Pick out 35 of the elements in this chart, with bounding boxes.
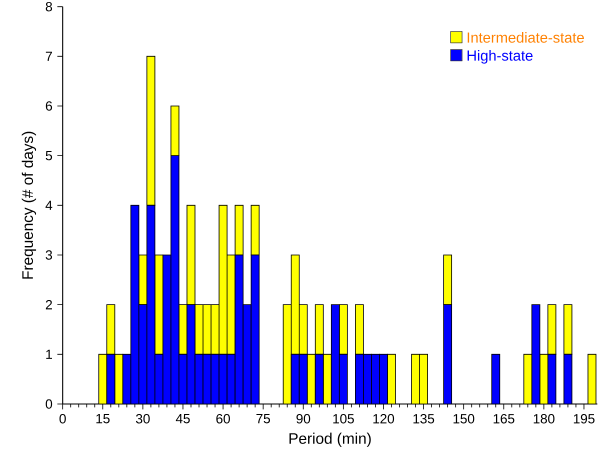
y-tick-label: 3 (46, 250, 52, 260)
bar (114, 354, 124, 404)
y-tick-label: 7 (46, 52, 52, 62)
y-tick-label: 2 (46, 300, 52, 310)
x-tick-label: 180 (534, 414, 554, 424)
bar (98, 354, 108, 404)
y-tick-label: 6 (46, 101, 52, 111)
x-tick-label: 45 (176, 414, 190, 424)
y-tick-label: 4 (46, 200, 52, 210)
x-tick-label: 195 (574, 414, 595, 424)
x-tick-label: 60 (216, 414, 230, 424)
legend-label: High-state (468, 50, 533, 64)
bar (322, 354, 332, 404)
y-tick-label: 1 (46, 350, 52, 360)
y-tick-label: 5 (46, 151, 52, 160)
x-tick-label: 120 (373, 414, 394, 424)
x-axis-title: Period (min) (290, 432, 371, 448)
x-tick-label: 165 (494, 414, 514, 424)
bar (250, 205, 260, 256)
x-tick-label: 15 (96, 414, 110, 424)
y-tick-label: 0 (46, 399, 52, 409)
x-tick-label: 75 (256, 414, 270, 424)
bar (523, 354, 532, 404)
x-tick-label: 30 (136, 414, 150, 424)
legend-label: Intermediate-state (468, 32, 584, 43)
x-tick-label: 135 (413, 414, 434, 424)
y-tick-label: 8 (46, 2, 52, 12)
x-tick-label: 150 (454, 414, 474, 424)
bar (314, 304, 324, 355)
bar (106, 304, 116, 355)
x-tick-label: 0 (59, 414, 66, 424)
bar (306, 354, 316, 404)
y-axis-title: Frequency (# of days) (22, 132, 36, 279)
x-tick-label: 90 (296, 414, 310, 424)
x-tick-label: 105 (333, 414, 354, 424)
